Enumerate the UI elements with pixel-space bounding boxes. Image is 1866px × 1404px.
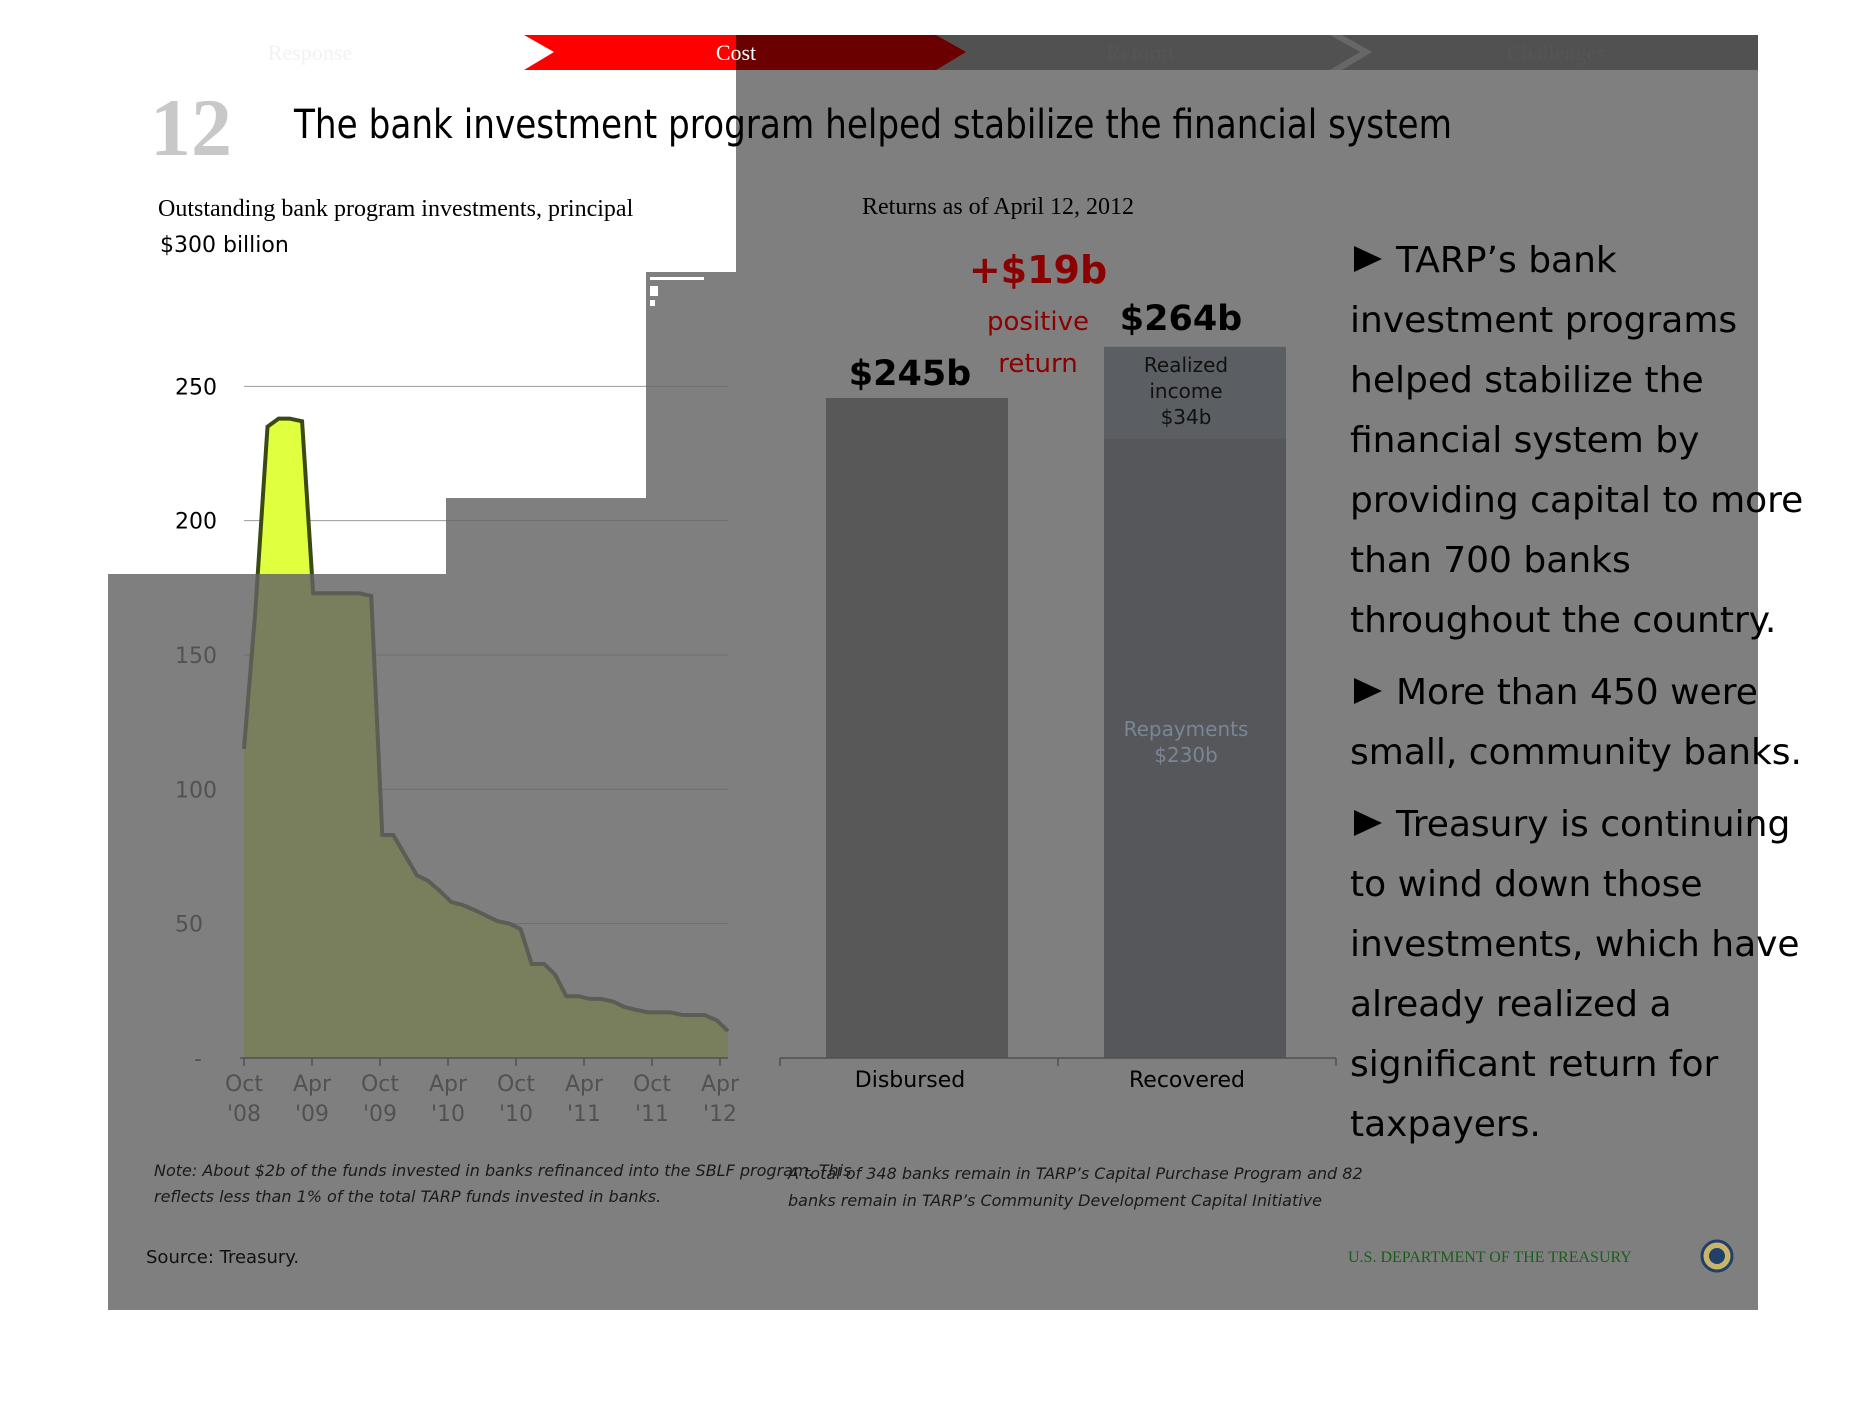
repayments-label-line2: $230b	[1154, 743, 1218, 767]
bullet-text-line: already realized a	[1350, 984, 1672, 1025]
tab-divider-arrow	[1330, 35, 1372, 70]
source-label: Source: Treasury.	[146, 1247, 299, 1268]
bullet-text-line: TARP’s bank	[1395, 240, 1617, 281]
bullet-arrow-icon	[1354, 810, 1382, 836]
tab-challenges[interactable]: Challenges	[1507, 40, 1605, 65]
bullet-text-line: More than 450 were	[1396, 672, 1758, 713]
left-chart-note-line2: reflects less than 1% of the total TARP …	[154, 1187, 661, 1206]
left-chart-title: Outstanding bank program investments, pr…	[158, 196, 634, 222]
tab-reform[interactable]: Reform	[1106, 40, 1173, 65]
left-chart-units-label: $300 billion	[160, 233, 289, 258]
delta-text-line1: positive	[987, 307, 1089, 337]
dim-overlay	[108, 35, 1758, 1310]
bullet-list: TARP’s bank investment programs helped sta…	[1350, 240, 1803, 1145]
bullet-text-line: throughout the country.	[1350, 600, 1776, 641]
tab-cost[interactable]: Cost	[716, 40, 756, 65]
page-title: The bank investment program helped stabi…	[293, 102, 1452, 148]
tab-response[interactable]: Response	[268, 40, 352, 65]
slide-number: 12	[150, 82, 232, 173]
nav-bar: Response Cost Reform Challenges	[268, 35, 1758, 70]
bullet-text-line: investments, which have	[1350, 924, 1800, 965]
bullet-text-line: providing capital to more	[1350, 480, 1803, 521]
x-label-disbursed: Disbursed	[855, 1068, 965, 1093]
delta-text-line2: return	[998, 349, 1078, 379]
bullet-text-line: small, community banks.	[1350, 732, 1802, 773]
bullet-text-line: investment programs	[1350, 300, 1737, 341]
left-chart-note-line1: Note: About $2b of the funds invested in…	[154, 1161, 851, 1180]
realized-label-line3: $34b	[1161, 405, 1212, 429]
y-tick-label: 200	[175, 510, 217, 535]
white-artifacts	[650, 277, 704, 306]
tab-cost-dark-arrow	[736, 35, 966, 70]
bullet-text-line: helped stabilize the	[1350, 360, 1704, 401]
bullet-text-line: than 700 banks	[1350, 540, 1631, 581]
y-tick-label: 250	[175, 375, 217, 400]
right-chart-footnote-line1: A total of 348 banks remain in TARP’s Ca…	[787, 1164, 1363, 1183]
recovered-total-label: $264b	[1120, 299, 1242, 339]
disbursed-total-label: $245b	[849, 354, 971, 394]
bullet-arrow-icon	[1354, 246, 1382, 272]
right-chart-title: Returns as of April 12, 2012	[862, 194, 1134, 220]
footer-org-name: U.S. DEPARTMENT OF THE TREASURY	[1348, 1249, 1632, 1266]
bullet-text-line: financial system by	[1350, 420, 1699, 461]
bullet-text-line: Treasury is continuing	[1395, 804, 1790, 845]
bullet-text-line: significant return for	[1350, 1044, 1719, 1085]
x-label-recovered: Recovered	[1129, 1068, 1245, 1093]
repayments-label-line1: Repayments	[1124, 717, 1249, 741]
bullet-text-line: to wind down those	[1350, 864, 1703, 905]
realized-label-line1: Realized	[1144, 353, 1228, 377]
delta-value-label: +$19b	[969, 248, 1107, 292]
realized-label-line2: income	[1149, 379, 1222, 403]
treasury-seal-icon	[1700, 1239, 1734, 1273]
bullet-text-line: taxpayers.	[1350, 1104, 1541, 1145]
bullet-arrow-icon	[1354, 678, 1382, 704]
right-chart-footnote-line2: banks remain in TARP’s Community Develop…	[788, 1191, 1322, 1210]
